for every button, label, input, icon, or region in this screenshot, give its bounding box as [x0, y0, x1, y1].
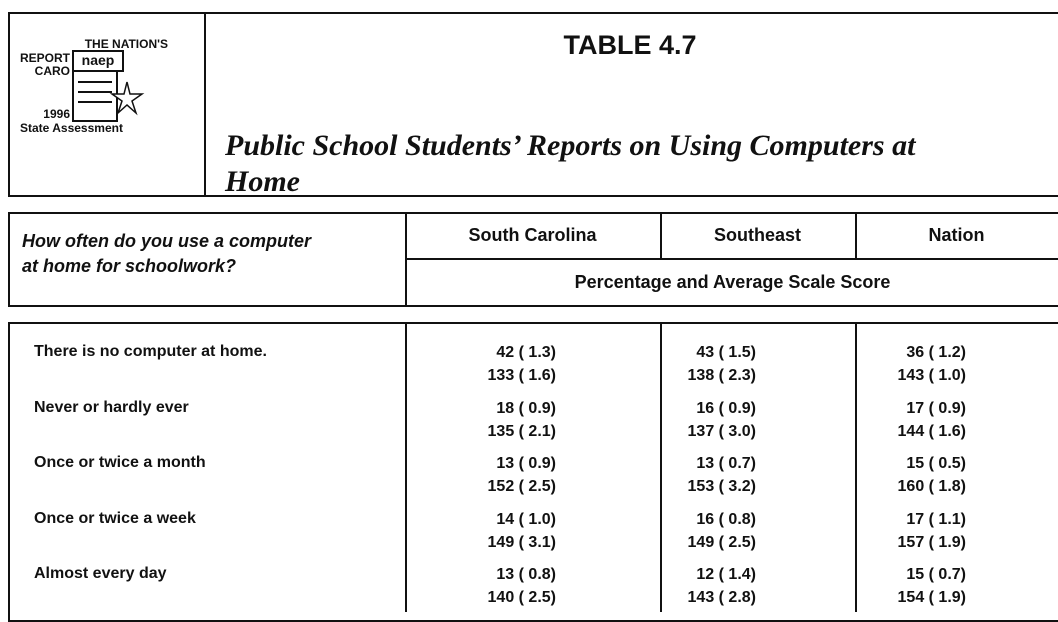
cell-value: 137 ( 3.0)	[687, 422, 756, 440]
row-label: Never or hardly ever	[34, 398, 189, 416]
divider	[204, 12, 206, 197]
cell-value: 140 ( 2.5)	[487, 589, 556, 606]
cell-value: 36 ( 1.2)	[906, 344, 966, 361]
cell-value: 14 ( 1.0)	[496, 510, 556, 528]
cell-value: 153 ( 3.2)	[687, 478, 756, 495]
subtitle: Home	[225, 165, 300, 198]
cell-value: 13 ( 0.9)	[496, 455, 556, 472]
cell-value: 133 ( 1.6)	[487, 367, 556, 384]
row-label: Once or twice a week	[34, 509, 196, 527]
subtitle: Public School Students’ Reports on Using…	[225, 129, 916, 162]
cell-value: 135 ( 2.1)	[487, 422, 556, 440]
cell-value: 18 ( 0.9)	[496, 399, 556, 417]
header-box	[8, 12, 1058, 197]
logo-mark: naep	[72, 50, 124, 72]
cell-value: 149 ( 2.5)	[687, 533, 756, 551]
divider	[855, 322, 857, 612]
cell-value: 17 ( 1.1)	[906, 510, 966, 528]
divider	[855, 212, 857, 259]
cell-value: 15 ( 0.7)	[906, 566, 966, 583]
cell-value: 12 ( 1.4)	[696, 566, 756, 583]
cell-value: 152 ( 2.5)	[487, 478, 556, 495]
table-head-box	[8, 212, 1058, 307]
cell-value: 13 ( 0.8)	[496, 566, 556, 583]
logo-line: CARO	[34, 64, 70, 78]
question: at home for schoolwork?	[22, 256, 237, 276]
logo-caption: State Assessment	[20, 121, 123, 135]
column-header: Southeast	[713, 225, 801, 245]
cell-value: 149 ( 3.1)	[487, 533, 556, 551]
cell-value: 43 ( 1.5)	[696, 344, 756, 361]
row-label: There is no computer at home.	[34, 343, 267, 360]
cell-value: 154 ( 1.9)	[897, 589, 966, 606]
logo-line: THE NATION'S	[84, 37, 168, 51]
column-header: South Carolina	[468, 225, 597, 245]
logo-icon	[72, 70, 145, 122]
cell-value: 143 ( 1.0)	[897, 367, 966, 384]
cell-value: 143 ( 2.8)	[687, 589, 756, 606]
cell-value: 160 ( 1.8)	[897, 478, 966, 495]
row-label: Almost every day	[34, 565, 167, 582]
divider	[660, 322, 662, 612]
subheader: Percentage and Average Scale Score	[574, 272, 891, 292]
cell-value: 138 ( 2.3)	[687, 367, 756, 384]
cell-value: 16 ( 0.9)	[696, 399, 756, 417]
cell-value: 144 ( 1.6)	[897, 422, 966, 440]
cell-value: 16 ( 0.8)	[696, 510, 756, 528]
cell-value: 13 ( 0.7)	[696, 455, 756, 472]
divider	[405, 258, 1058, 260]
cell-value: 15 ( 0.5)	[906, 455, 966, 472]
cell-value: 42 ( 1.3)	[496, 344, 556, 361]
divider	[405, 322, 407, 612]
cell-value: 17 ( 0.9)	[906, 399, 966, 417]
cell-value: 157 ( 1.9)	[897, 533, 966, 551]
row-label: Once or twice a month	[34, 454, 206, 471]
logo-year: 1996	[43, 107, 70, 121]
column-header: Nation	[928, 225, 985, 245]
question: How often do you use a computer	[22, 231, 312, 251]
divider	[660, 212, 662, 259]
logo-line: REPORT	[20, 51, 71, 65]
page: {"logo": {"line1": "THE NATION'S", "line…	[8, 12, 1058, 622]
title: TABLE 4.7	[563, 30, 697, 60]
